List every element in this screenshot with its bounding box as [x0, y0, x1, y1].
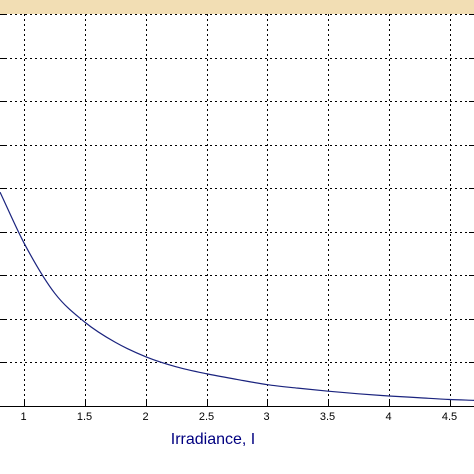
x-tick-label: 1.5	[77, 411, 92, 423]
x-tick-label: 1	[20, 411, 26, 423]
x-tick-label: 3.5	[320, 411, 335, 423]
window-top-strip	[0, 0, 474, 14]
x-tick-label: 2.5	[199, 411, 214, 423]
axes	[0, 14, 474, 407]
grid	[0, 14, 474, 406]
x-tick-label: 4	[385, 411, 391, 423]
x-tick-label: 4.5	[442, 411, 457, 423]
x-tick-label: 2	[142, 411, 148, 423]
x-tick-label: 3	[263, 411, 269, 423]
x-tick-labels: 1 1.5 2 2.5 3 3.5 4 4.5	[20, 411, 457, 423]
x-axis-title: Irradiance, I	[171, 431, 255, 448]
series-line-0	[0, 191, 474, 401]
series-layer	[0, 191, 474, 401]
